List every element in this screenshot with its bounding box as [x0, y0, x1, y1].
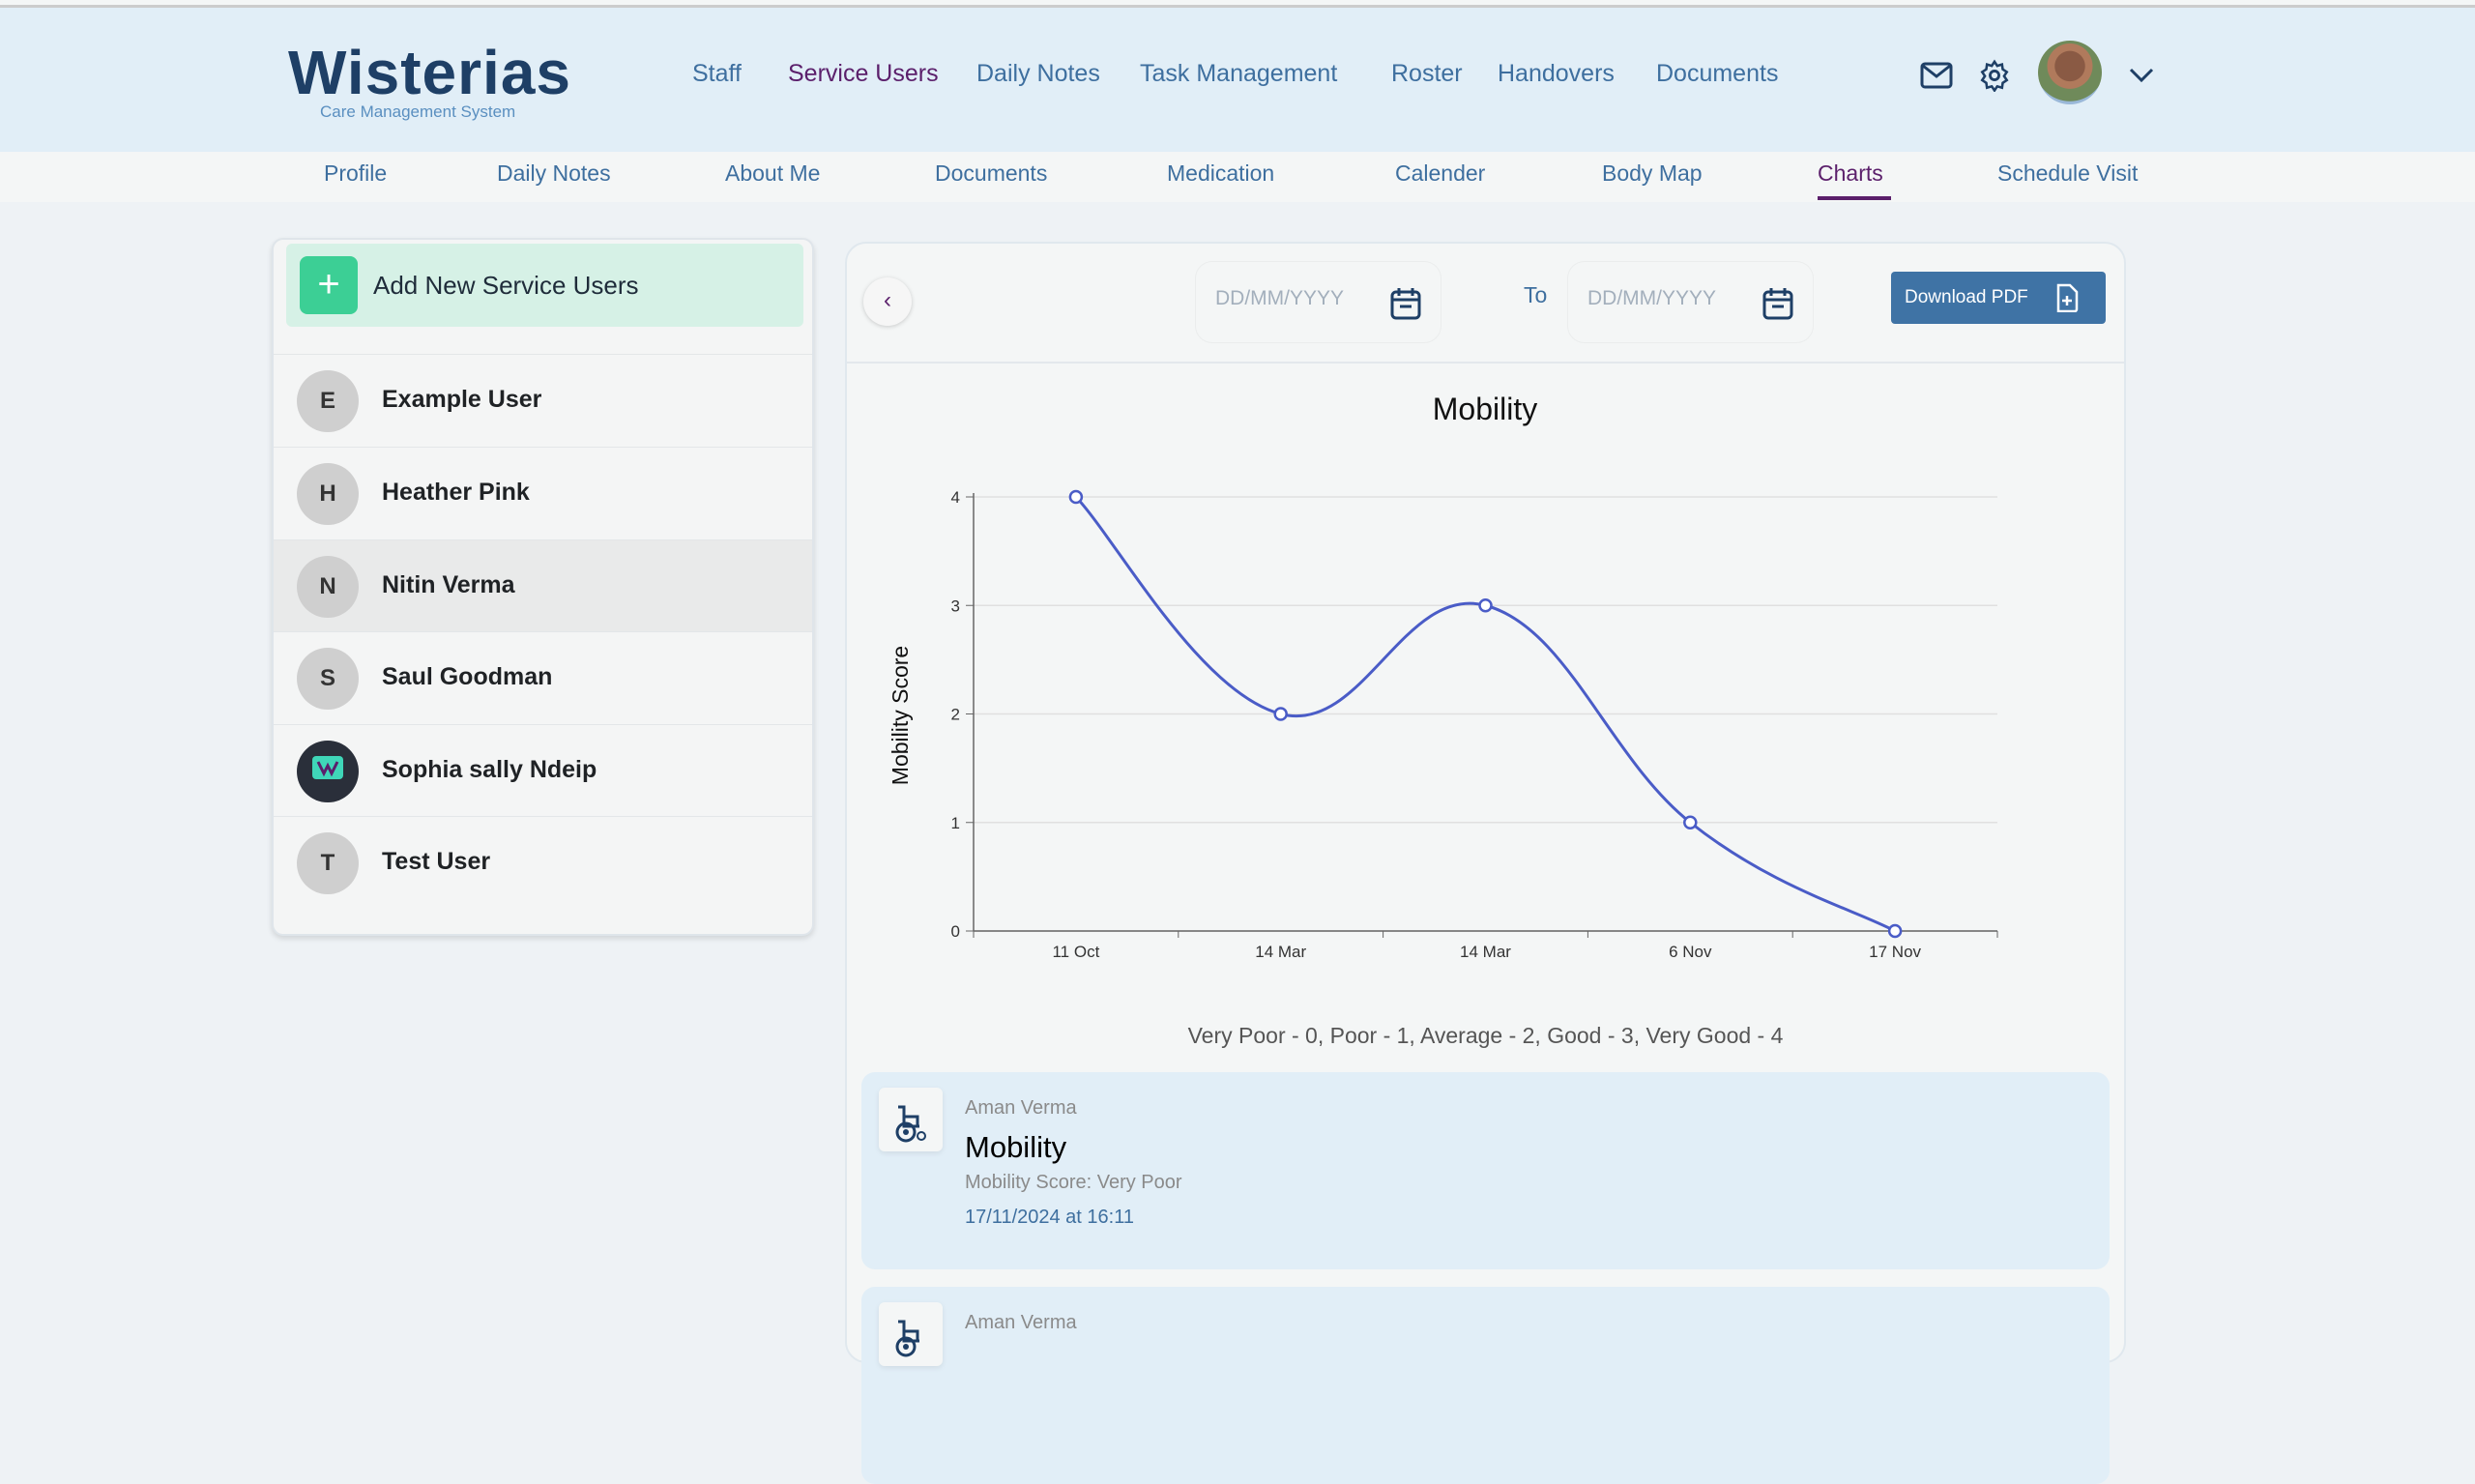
data-point [1068, 489, 1084, 505]
user-name: Sophia sally Ndeip [382, 756, 597, 783]
to-label: To [1524, 282, 1548, 307]
chart-title: Mobility [1433, 392, 1537, 426]
tab-calender[interactable]: Calender [1395, 160, 1486, 186]
sub-navigation [0, 152, 2475, 202]
tab-schedule-visit[interactable]: Schedule Visit [1997, 160, 2139, 186]
calendar-icon[interactable] [1762, 287, 1793, 320]
from-date-field[interactable] [1195, 261, 1441, 343]
avatar: E [297, 370, 359, 432]
wheelchair-icon [879, 1088, 943, 1151]
logo-tagline: Care Management System [320, 102, 516, 121]
add-service-user-button[interactable]: + Add New Service Users [286, 244, 803, 327]
x-tick-label: 6 Nov [1669, 943, 1712, 961]
score-scale-legend: Very Poor - 0, Poor - 1, Average - 2, Go… [1187, 1023, 1784, 1048]
active-tab-indicator [1818, 196, 1891, 200]
tab-medication[interactable]: Medication [1167, 160, 1275, 186]
back-button[interactable]: ‹ [863, 277, 912, 326]
avatar: N [297, 556, 359, 618]
y-tick-label: 0 [951, 922, 960, 941]
mail-icon[interactable] [1920, 62, 1953, 89]
record-card[interactable]: Aman Verma [861, 1287, 2110, 1484]
record-author: Aman Verma [965, 1312, 1077, 1333]
user-avatar[interactable] [2038, 41, 2102, 104]
user-row[interactable]: T Test User [274, 816, 812, 909]
y-tick-label: 4 [951, 488, 960, 507]
avatar: H [297, 463, 359, 525]
gear-icon[interactable] [1978, 59, 2011, 92]
add-service-user-label: Add New Service Users [373, 271, 639, 300]
tab-about-me[interactable]: About Me [725, 160, 821, 186]
nav-roster[interactable]: Roster [1391, 60, 1463, 87]
logo-name: Wisterias [288, 38, 571, 107]
nav-daily-notes[interactable]: Daily Notes [976, 60, 1100, 87]
x-tick-label: 11 Oct [1052, 943, 1099, 961]
user-name: Nitin Verma [382, 571, 515, 598]
tab-documents[interactable]: Documents [935, 160, 1048, 186]
mobility-chart: Mobility Mobility Score 0 1 2 3 4 11 Oct 14 Ma… [888, 392, 1998, 961]
tab-charts[interactable]: Charts [1818, 160, 1883, 186]
divider [847, 362, 2124, 364]
tab-profile[interactable]: Profile [324, 160, 388, 186]
tab-body-map[interactable]: Body Map [1602, 160, 1703, 186]
data-point [1273, 707, 1288, 721]
y-axis-label: Mobility Score [888, 646, 913, 785]
tab-daily-notes[interactable]: Daily Notes [497, 160, 611, 186]
y-tick-label: 3 [951, 597, 960, 615]
data-point [1478, 598, 1493, 613]
logo[interactable]: Wisterias Care Management System [288, 27, 570, 124]
record-title: Mobility [965, 1130, 1067, 1164]
record-card[interactable]: Aman Verma Mobility Mobility Score: Very… [861, 1072, 2110, 1269]
y-tick-label: 2 [951, 706, 960, 724]
from-date-input[interactable] [1215, 287, 1370, 310]
data-point [1887, 923, 1903, 939]
user-row-selected[interactable]: N Nitin Verma [274, 539, 812, 632]
avatar-image [297, 741, 359, 802]
user-row[interactable]: Sophia sally Ndeip [274, 724, 812, 817]
avatar: S [297, 648, 359, 710]
y-tick-label: 1 [951, 814, 960, 832]
record-author: Aman Verma [965, 1097, 1077, 1119]
avatar: T [297, 832, 359, 894]
download-pdf-button[interactable]: Download PDF [1891, 272, 2106, 324]
file-plus-icon [2056, 283, 2079, 312]
nav-staff[interactable]: Staff [692, 60, 742, 87]
wheelchair-icon [879, 1302, 943, 1366]
to-date-field[interactable] [1567, 261, 1814, 343]
plus-icon: + [300, 256, 358, 314]
chevron-down-icon[interactable] [2129, 68, 2154, 83]
nav-service-users[interactable]: Service Users [788, 60, 939, 87]
browser-top-edge [0, 0, 2475, 8]
download-pdf-label: Download PDF [1905, 287, 2028, 307]
user-name: Saul Goodman [382, 663, 553, 690]
calendar-icon[interactable] [1390, 287, 1421, 320]
data-point [1683, 815, 1698, 829]
record-score: Mobility Score: Very Poor [965, 1172, 1182, 1193]
x-tick-label: 14 Mar [1255, 943, 1306, 961]
x-tick-label: 14 Mar [1460, 943, 1511, 961]
user-name: Heather Pink [382, 479, 530, 506]
nav-documents[interactable]: Documents [1656, 60, 1779, 87]
to-date-input[interactable] [1587, 287, 1742, 310]
user-name: Test User [382, 848, 491, 875]
x-tick-label: 17 Nov [1869, 943, 1921, 961]
user-row[interactable]: E Example User [274, 354, 812, 447]
user-row[interactable]: S Saul Goodman [274, 631, 812, 724]
user-name: Example User [382, 386, 542, 413]
user-row[interactable]: H Heather Pink [274, 447, 812, 539]
record-datetime: 17/11/2024 at 16:11 [965, 1207, 1134, 1228]
nav-task-management[interactable]: Task Management [1140, 60, 1338, 87]
nav-handovers[interactable]: Handovers [1498, 60, 1615, 87]
